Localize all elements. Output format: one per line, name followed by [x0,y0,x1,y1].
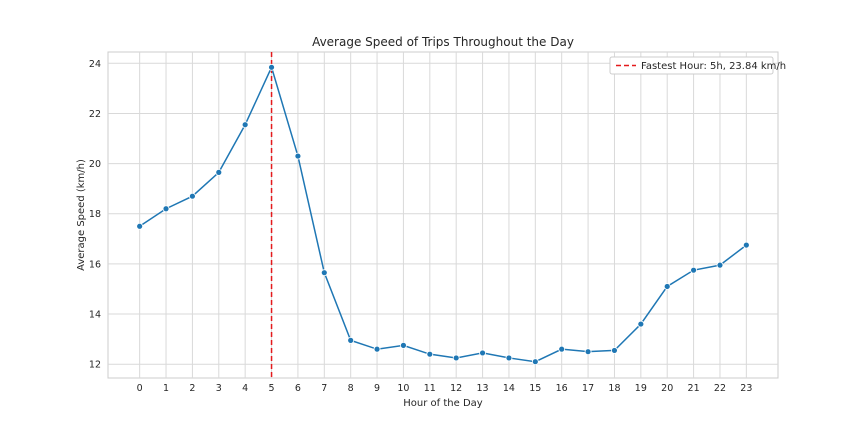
data-point [611,347,618,354]
data-point [716,261,724,269]
data-point [479,349,486,357]
x-tick-label: 11 [424,383,436,394]
x-tick-label: 4 [242,383,248,394]
data-point [452,354,460,362]
grid [108,52,778,378]
x-tick-label: 15 [529,383,541,394]
x-tick-label: 7 [321,383,327,394]
data-point [637,320,645,328]
data-point [690,266,697,274]
x-axis-label: Hour of the Day [403,398,483,409]
x-tick-label: 3 [216,383,222,394]
data-point [215,168,223,176]
y-tick-label: 12 [89,360,101,371]
data-point [426,350,434,358]
data-point [400,341,407,349]
x-tick-label: 20 [661,383,673,394]
x-tick-label: 14 [503,383,515,394]
x-tick-label: 0 [137,383,143,394]
data-point [320,269,328,277]
data-point [136,222,144,230]
data-point [742,241,750,249]
legend-box [609,56,774,75]
data-point [189,192,196,200]
legend: Fastest Hour: 5h, 23.84 km/h [609,56,786,75]
legend-entry-fastest-hour: Fastest Hour: 5h, 23.84 km/h [641,61,786,72]
x-axis-ticks: 0 1 2 3 4 5 6 7 8 9 10 11 12 13 14 15 16 17 18 19 20 21 22 23 [137,383,753,394]
x-tick-label: 5 [269,383,275,394]
data-point [241,121,249,129]
x-tick-label: 18 [608,383,620,394]
plot-area [107,51,779,379]
y-tick-label: 18 [89,209,101,220]
x-tick-label: 17 [582,383,594,394]
data-point [347,336,355,344]
data-point [663,283,671,290]
x-tick-label: 12 [450,383,462,394]
data-point [584,348,592,356]
x-tick-label: 8 [348,383,354,394]
data-point [558,345,566,353]
x-tick-label: 19 [635,383,647,394]
y-axis-label: Average Speed (km/h) [76,159,87,271]
y-tick-label: 20 [89,159,101,170]
x-tick-label: 23 [740,383,752,394]
data-point [373,345,381,353]
y-tick-label: 16 [89,259,101,270]
data-point [531,358,539,366]
chart-title: Average Speed of Trips Throughout the Da… [312,35,574,49]
y-tick-label: 22 [89,109,101,120]
series-group [136,63,750,366]
x-tick-label: 9 [374,383,380,394]
series-line [139,65,747,363]
y-tick-label: 14 [89,310,101,321]
x-tick-label: 1 [163,383,169,394]
x-tick-label: 22 [714,383,726,394]
y-axis-ticks: 12 14 16 18 20 22 24 [89,59,101,371]
y-tick-label: 24 [89,59,101,70]
x-tick-label: 2 [189,383,195,394]
data-point [162,205,170,213]
x-tick-label: 21 [688,383,700,394]
x-tick-label: 13 [477,383,489,394]
data-point [294,152,302,160]
data-point [505,354,513,362]
x-tick-label: 16 [556,383,568,394]
x-tick-label: 10 [397,383,409,394]
data-point [268,63,275,71]
x-tick-label: 6 [295,383,301,394]
